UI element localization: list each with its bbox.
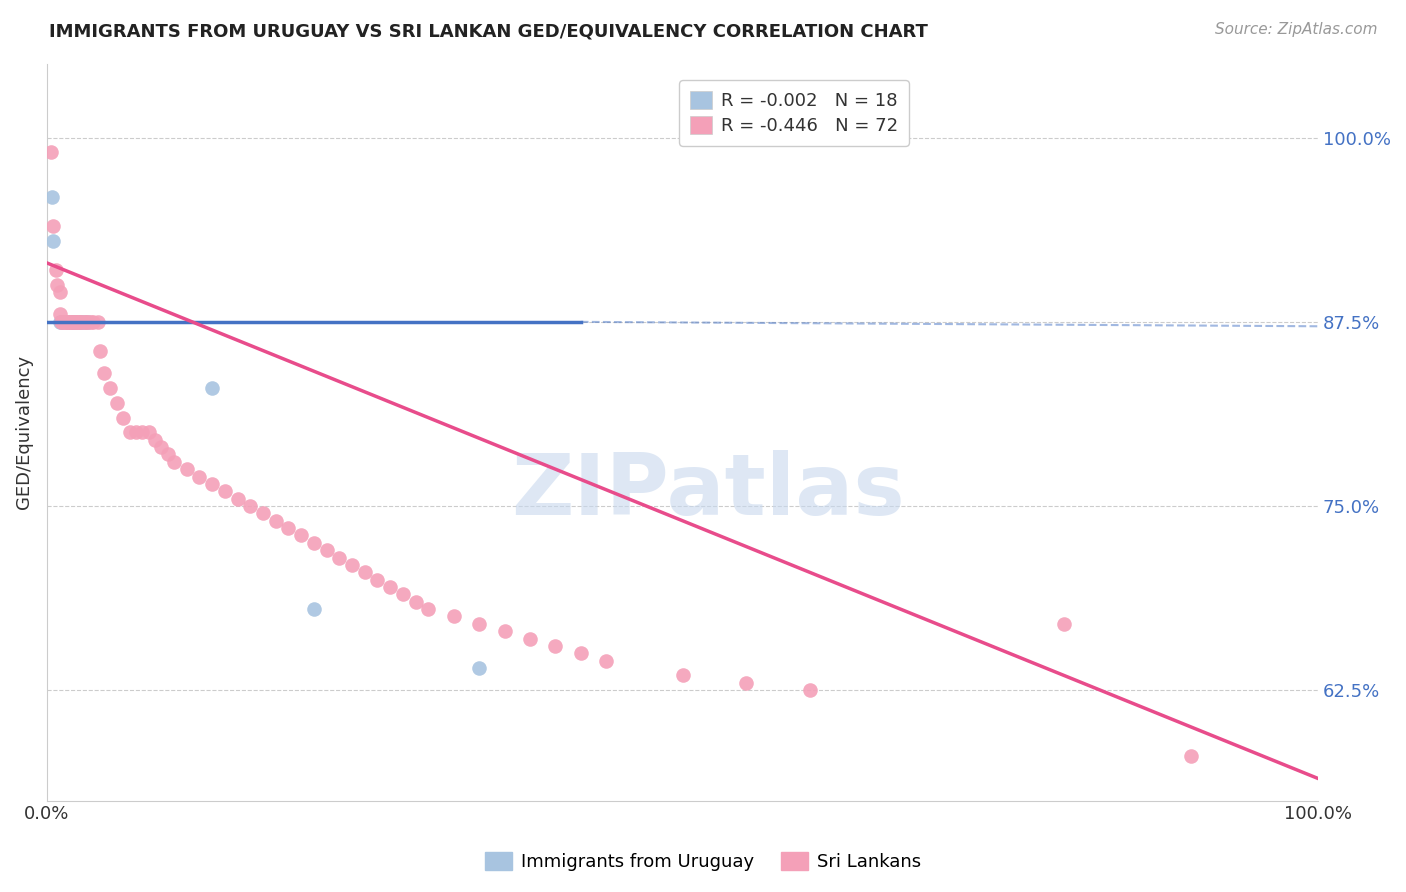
Point bbox=[48, 308, 70, 322]
Point bbox=[63, 315, 86, 329]
Point bbox=[302, 536, 325, 550]
Point bbox=[49, 315, 72, 329]
Point bbox=[51, 315, 73, 329]
Point bbox=[392, 587, 415, 601]
Point bbox=[48, 285, 70, 300]
Y-axis label: GED/Equivalency: GED/Equivalency bbox=[15, 355, 32, 509]
Point bbox=[55, 315, 77, 329]
Point bbox=[131, 425, 153, 440]
Point bbox=[188, 469, 211, 483]
Point bbox=[1053, 616, 1076, 631]
Point bbox=[65, 315, 87, 329]
Point bbox=[72, 315, 94, 329]
Point bbox=[65, 315, 87, 329]
Point bbox=[569, 646, 592, 660]
Point bbox=[468, 616, 491, 631]
Point bbox=[118, 425, 141, 440]
Point bbox=[60, 315, 83, 329]
Point bbox=[53, 315, 76, 329]
Point bbox=[468, 661, 491, 675]
Point bbox=[405, 595, 427, 609]
Point bbox=[67, 315, 90, 329]
Point bbox=[112, 410, 135, 425]
Point bbox=[69, 315, 91, 329]
Point bbox=[42, 234, 65, 248]
Point bbox=[87, 315, 110, 329]
Legend: R = -0.002   N = 18, R = -0.446   N = 72: R = -0.002 N = 18, R = -0.446 N = 72 bbox=[679, 80, 908, 146]
Point bbox=[59, 315, 82, 329]
Point bbox=[73, 315, 96, 329]
Point bbox=[93, 367, 115, 381]
Point bbox=[595, 654, 617, 668]
Point bbox=[62, 315, 84, 329]
Point bbox=[494, 624, 516, 639]
Point bbox=[264, 514, 287, 528]
Point bbox=[59, 315, 82, 329]
Point bbox=[73, 315, 96, 329]
Point bbox=[252, 507, 274, 521]
Point bbox=[100, 381, 122, 395]
Point bbox=[45, 263, 67, 277]
Point bbox=[799, 683, 821, 698]
Legend: Immigrants from Uruguay, Sri Lankans: Immigrants from Uruguay, Sri Lankans bbox=[478, 846, 928, 879]
Point bbox=[201, 381, 224, 395]
Point bbox=[340, 558, 363, 572]
Point bbox=[125, 425, 148, 440]
Point bbox=[39, 145, 62, 160]
Text: ZIPatlas: ZIPatlas bbox=[510, 450, 905, 533]
Point bbox=[82, 315, 104, 329]
Point bbox=[277, 521, 299, 535]
Point bbox=[42, 219, 65, 233]
Point bbox=[76, 315, 98, 329]
Point bbox=[544, 639, 567, 653]
Point bbox=[46, 278, 69, 293]
Point bbox=[48, 315, 70, 329]
Point bbox=[366, 573, 388, 587]
Point bbox=[51, 315, 73, 329]
Point bbox=[41, 189, 63, 203]
Text: Source: ZipAtlas.com: Source: ZipAtlas.com bbox=[1215, 22, 1378, 37]
Point bbox=[143, 433, 166, 447]
Point bbox=[671, 668, 693, 682]
Point bbox=[56, 315, 79, 329]
Point bbox=[214, 484, 236, 499]
Point bbox=[72, 315, 94, 329]
Point bbox=[105, 396, 128, 410]
Point bbox=[80, 315, 103, 329]
Point bbox=[58, 315, 80, 329]
Point bbox=[76, 315, 98, 329]
Point bbox=[239, 499, 262, 513]
Point bbox=[89, 344, 111, 359]
Point bbox=[69, 315, 91, 329]
Point bbox=[176, 462, 198, 476]
Point bbox=[63, 315, 86, 329]
Point bbox=[302, 602, 325, 616]
Point bbox=[55, 315, 77, 329]
Point bbox=[378, 580, 401, 594]
Point bbox=[75, 315, 97, 329]
Point bbox=[163, 455, 186, 469]
Point bbox=[519, 632, 541, 646]
Text: IMMIGRANTS FROM URUGUAY VS SRI LANKAN GED/EQUIVALENCY CORRELATION CHART: IMMIGRANTS FROM URUGUAY VS SRI LANKAN GE… bbox=[49, 22, 928, 40]
Point bbox=[60, 315, 83, 329]
Point bbox=[150, 440, 173, 454]
Point bbox=[290, 528, 312, 542]
Point bbox=[156, 447, 179, 461]
Point bbox=[138, 425, 160, 440]
Point bbox=[418, 602, 440, 616]
Point bbox=[1180, 749, 1202, 764]
Point bbox=[353, 566, 375, 580]
Point bbox=[315, 543, 337, 558]
Point bbox=[226, 491, 249, 506]
Point bbox=[328, 550, 350, 565]
Point bbox=[60, 315, 83, 329]
Point bbox=[735, 675, 758, 690]
Point bbox=[66, 315, 89, 329]
Point bbox=[67, 315, 90, 329]
Point bbox=[443, 609, 465, 624]
Point bbox=[201, 476, 224, 491]
